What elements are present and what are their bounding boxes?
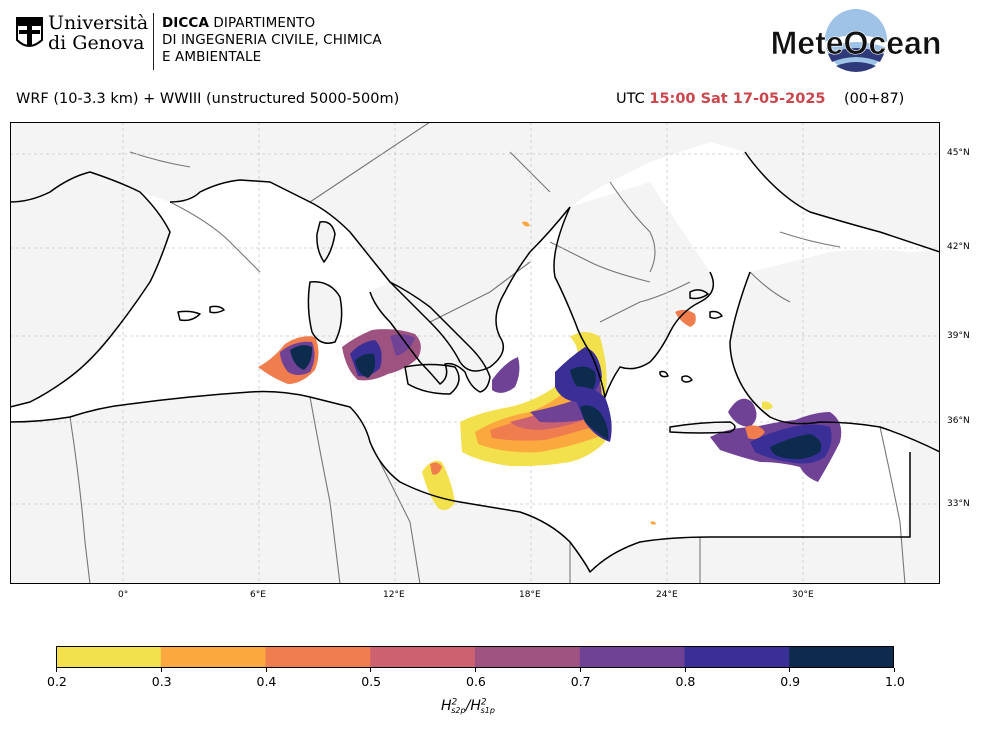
university-crest-icon [16, 17, 43, 47]
colorbar-tick-label: 0.5 [361, 674, 382, 689]
university-name-line2: di Genova [48, 32, 145, 54]
europe-land [10, 122, 940, 371]
lon-tick-18e: 18°E [519, 590, 541, 600]
lon-tick-30e: 30°E [792, 590, 814, 600]
lat-tick-36n: 36°N [947, 416, 970, 426]
field-adriatic-spot [522, 221, 530, 227]
department-line1: DIPARTIMENTO [209, 15, 316, 31]
lat-tick-39n: 39°N [947, 331, 970, 341]
coastlines [10, 151, 940, 573]
colorbar-tick-mark [684, 668, 686, 672]
department-line3: E AMBIENTALE [162, 49, 262, 65]
colorbar-tick-label: 0.8 [675, 674, 696, 689]
colorbar-tick-label: 0.3 [151, 674, 172, 689]
logo-divider [153, 13, 154, 70]
field-aegean [675, 309, 842, 482]
forecast-valid-time: 15:00 Sat 17-05-2025 [649, 91, 826, 107]
lat-tick-42n: 42°N [947, 242, 970, 252]
lon-tick-24e: 24°E [656, 590, 678, 600]
sicily-land [405, 364, 459, 394]
colorbar-bin-6 [684, 646, 790, 668]
corsica-land [316, 221, 335, 262]
country-borders [69, 122, 906, 584]
colorbar-tick-label: 0.6 [466, 674, 486, 689]
colorbar-bin-4 [475, 646, 581, 668]
lat-tick-33n: 33°N [947, 499, 970, 509]
colorbar-tick-mark [789, 668, 791, 672]
university-genova-logo [16, 17, 43, 47]
meteocean-brand-text: MeteOcean [772, 25, 940, 61]
utc-prefix: UTC [616, 91, 650, 107]
field-cyprus-spot [650, 521, 656, 525]
colorbar-tick-label: 0.2 [47, 674, 67, 689]
lon-tick-0: 0° [118, 590, 129, 600]
colorbar-tick-mark [265, 668, 267, 672]
colorbar-tick-mark [579, 668, 581, 672]
meteocean-logo: MeteOcean [772, 9, 940, 72]
italy-land [370, 282, 490, 392]
colorbar-tick-mark [56, 668, 57, 672]
turkey-land [730, 249, 940, 452]
colorbar-bin-0 [56, 646, 162, 668]
colorbar-tick-label: 0.7 [570, 674, 591, 689]
colorbar-tick-label: 1.0 [885, 674, 905, 689]
department-name: DICCA DIPARTIMENTO DI INGEGNERIA CIVILE,… [162, 15, 382, 66]
colorbar-bin-1 [160, 646, 266, 668]
map-border [10, 122, 940, 584]
model-description: WRF (10-3.3 km) + WWIII (unstructured 50… [16, 91, 400, 107]
iberia-land [10, 172, 170, 407]
field-ionian [460, 332, 612, 467]
lat-tick-45n: 45°N [947, 148, 970, 158]
colorbar-tick-label: 0.9 [780, 674, 801, 689]
forecast-lead-time: (00+87) [843, 91, 905, 107]
colorbar-tick-mark [370, 668, 372, 672]
forecast-time-label: UTC 15:00 Sat 17-05-2025 (00+87) [616, 91, 904, 107]
sardinia-land [308, 281, 342, 344]
meteocean-globe-icon [825, 9, 887, 72]
wave-ratio-field [258, 221, 842, 525]
lon-tick-6e: 6°E [250, 590, 266, 600]
colorbar-label: H2s2p/H2s1p [441, 697, 495, 716]
university-name: Università di Genova [48, 13, 148, 53]
colorbar-bin-5 [579, 646, 685, 668]
colorbar-tick-mark [475, 668, 476, 672]
colorbar-bin-7 [789, 646, 894, 668]
field-sardinia-tyrrhenian [342, 329, 421, 381]
university-name-line1: Università [48, 12, 149, 34]
field-libya-coast [422, 460, 455, 510]
colorbar-tick-mark [894, 668, 895, 672]
north-africa-land [10, 391, 940, 584]
colorbar [56, 646, 894, 668]
department-acronym: DICCA [162, 15, 209, 31]
colorbar-tick-mark [160, 668, 162, 672]
map-panel[interactable] [10, 122, 940, 584]
department-line2: DI INGEGNERIA CIVILE, CHIMICA [162, 32, 382, 48]
field-balearic [258, 336, 319, 384]
colorbar-bin-2 [265, 646, 371, 668]
lon-tick-12e: 12°E [383, 590, 405, 600]
colorbar-bin-3 [370, 646, 476, 668]
colorbar-tick-label: 0.4 [256, 674, 277, 689]
land-layer [10, 122, 940, 584]
